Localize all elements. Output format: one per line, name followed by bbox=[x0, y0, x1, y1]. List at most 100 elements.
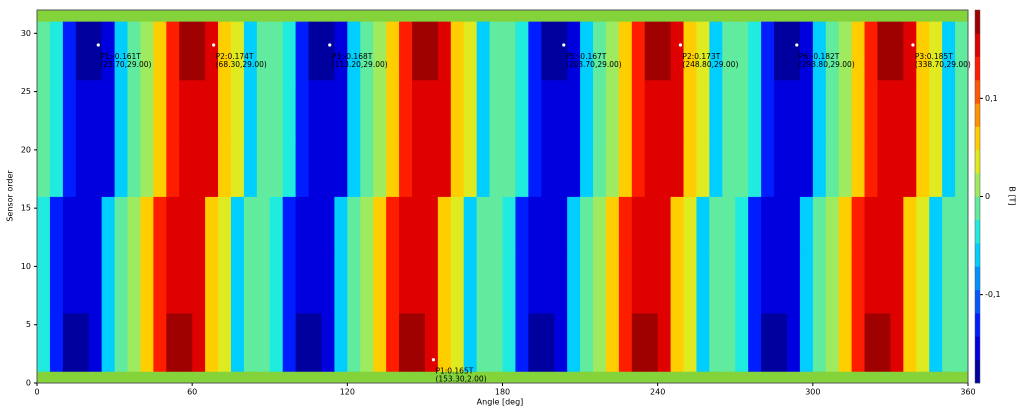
heatmap-cell bbox=[515, 313, 529, 372]
heatmap-cell bbox=[877, 313, 891, 372]
colorbar-step bbox=[975, 27, 980, 34]
heatmap-cell bbox=[735, 254, 749, 314]
colorbar-step bbox=[975, 353, 980, 360]
heatmap-cell bbox=[502, 138, 516, 197]
heatmap-cell bbox=[243, 138, 258, 197]
colorbar-step bbox=[975, 313, 980, 320]
heatmap-cell bbox=[825, 79, 840, 139]
heatmap-cell bbox=[450, 254, 465, 314]
heatmap-cell bbox=[515, 138, 529, 197]
heatmap-cell bbox=[838, 138, 853, 197]
heatmap-cell bbox=[321, 79, 335, 139]
heatmap-cell bbox=[166, 138, 180, 197]
heatmap-cell bbox=[890, 196, 904, 256]
heatmap-cell bbox=[127, 254, 141, 314]
colorbar-step bbox=[975, 91, 980, 98]
heatmap-cell bbox=[735, 196, 749, 256]
heatmap-cell bbox=[140, 313, 154, 372]
heatmap-cell bbox=[179, 313, 193, 372]
heatmap-cell bbox=[580, 138, 594, 197]
heatmap-cell bbox=[631, 196, 646, 256]
heatmap-cell bbox=[644, 254, 659, 314]
heatmap-cell bbox=[657, 196, 671, 256]
heatmap-cell bbox=[618, 254, 633, 314]
heatmap-cell bbox=[567, 21, 581, 81]
heatmap-cell bbox=[411, 313, 426, 372]
heatmap-cell bbox=[554, 196, 568, 256]
heatmap-cell bbox=[864, 313, 878, 372]
heatmap-cell bbox=[308, 138, 322, 197]
heatmap-cell bbox=[476, 196, 490, 256]
colorbar-step bbox=[975, 15, 980, 22]
heatmap-cell bbox=[864, 79, 878, 139]
heatmap-cell bbox=[205, 138, 219, 197]
heatmap-cell bbox=[877, 21, 891, 81]
heatmap-cell bbox=[489, 254, 503, 314]
heatmap-cell bbox=[528, 254, 542, 314]
heatmap-cell bbox=[308, 196, 322, 256]
heatmap-cell bbox=[127, 138, 141, 197]
heatmap-cell bbox=[735, 21, 749, 81]
x-tick-label: 360 bbox=[960, 388, 975, 397]
heatmap-cell bbox=[399, 21, 413, 81]
heatmap-cell bbox=[218, 79, 232, 139]
heatmap-cell bbox=[761, 21, 775, 81]
heatmap-cell bbox=[37, 138, 51, 197]
heatmap-cell bbox=[153, 138, 167, 197]
heatmap-cell bbox=[774, 79, 788, 139]
heatmap-cell bbox=[399, 138, 413, 197]
colorbar-step bbox=[975, 272, 980, 279]
heatmap-cell bbox=[593, 79, 607, 139]
heatmap-cell bbox=[37, 196, 51, 256]
heatmap-cell bbox=[528, 313, 542, 372]
heatmap-cell bbox=[424, 196, 439, 256]
colorbar-step bbox=[975, 248, 980, 256]
heatmap-cell bbox=[424, 254, 439, 314]
heatmap-cell bbox=[618, 138, 633, 197]
heatmap-cell bbox=[838, 254, 853, 314]
heatmap-cell bbox=[88, 21, 103, 81]
heatmap-cell bbox=[580, 254, 594, 314]
colorbar-step bbox=[975, 109, 980, 116]
heatmap-cell bbox=[153, 254, 167, 314]
heatmap-cell bbox=[722, 313, 736, 372]
heatmap-cell bbox=[748, 254, 762, 314]
heatmap-cell bbox=[179, 196, 193, 256]
heatmap-cell bbox=[748, 79, 762, 139]
heatmap-cell bbox=[192, 254, 206, 314]
heatmap-cell bbox=[735, 138, 749, 197]
heatmap-cell bbox=[502, 313, 516, 372]
heatmap-cell bbox=[166, 254, 180, 314]
heatmap-cell bbox=[722, 196, 736, 256]
heatmap-cell bbox=[580, 21, 594, 81]
annotation-label: P1:-0.161T bbox=[100, 52, 141, 61]
heatmap-cell bbox=[450, 313, 465, 372]
heatmap-cell bbox=[360, 79, 374, 139]
colorbar-step bbox=[975, 237, 980, 244]
heatmap-cell bbox=[205, 79, 219, 139]
colorbar-step bbox=[975, 149, 980, 157]
heatmap-cell bbox=[269, 313, 284, 372]
colorbar-step bbox=[975, 155, 980, 162]
heatmap-cell bbox=[657, 313, 671, 372]
heatmap-cell bbox=[722, 79, 736, 139]
heatmap-cell bbox=[37, 79, 51, 139]
colorbar-step bbox=[975, 336, 980, 343]
colorbar-step bbox=[975, 243, 980, 250]
heatmap-cell bbox=[877, 254, 891, 314]
heatmap-cell bbox=[269, 138, 284, 197]
heatmap-cell bbox=[942, 313, 956, 372]
heatmap-cell bbox=[489, 21, 503, 81]
heatmap-cell bbox=[955, 21, 969, 81]
heatmap-cell bbox=[799, 21, 814, 81]
heatmap-cell bbox=[153, 313, 167, 372]
heatmap-cell bbox=[179, 254, 193, 314]
heatmap-cell bbox=[864, 21, 878, 81]
heatmap-cell bbox=[347, 254, 361, 314]
heatmap-cell bbox=[153, 21, 167, 81]
heatmap-cell bbox=[709, 313, 723, 372]
heatmap-cell bbox=[722, 21, 736, 81]
heatmap-cell bbox=[282, 138, 297, 197]
heatmap-cell bbox=[243, 79, 258, 139]
heatmap-cell bbox=[786, 254, 801, 314]
